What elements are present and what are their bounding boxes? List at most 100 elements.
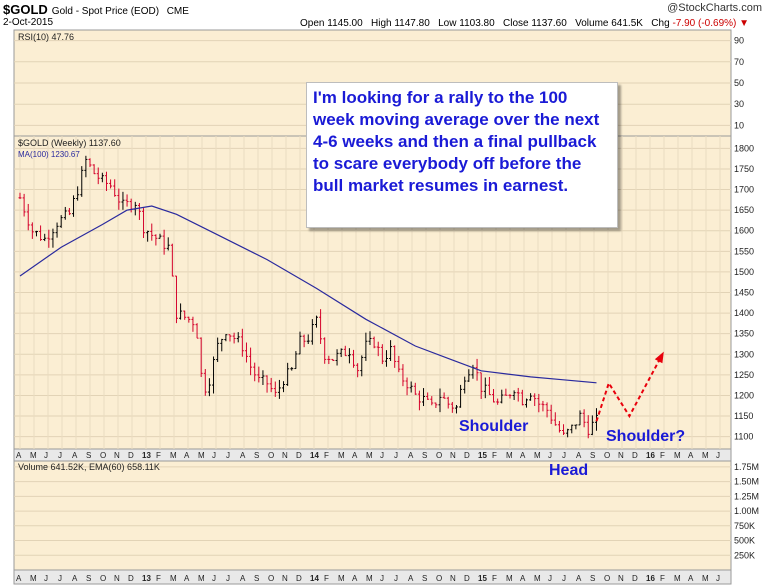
price-bar — [117, 188, 121, 210]
price-bar — [203, 369, 207, 396]
x-tick-label: M — [366, 451, 373, 460]
price-tick-label: 1350 — [734, 329, 754, 339]
price-bar — [335, 349, 339, 366]
x-tick-label: D — [464, 574, 470, 583]
price-bar — [389, 340, 393, 361]
x-tick-label: J — [212, 574, 216, 583]
price-bar — [347, 348, 351, 364]
price-bar — [537, 393, 541, 413]
rsi-tick-label: 70 — [734, 57, 744, 67]
price-bar — [314, 315, 318, 328]
price-bar — [232, 332, 236, 344]
x-tick-label: N — [282, 574, 288, 583]
x-tick-label: D — [632, 574, 638, 583]
price-bar — [236, 332, 240, 343]
price-bar — [331, 358, 335, 362]
price-bar — [174, 275, 178, 324]
rsi-tick-label: 90 — [734, 36, 744, 46]
price-bar — [100, 172, 104, 183]
x-tick-label: S — [254, 451, 259, 460]
price-bar — [430, 396, 434, 406]
price-bar — [113, 179, 117, 197]
x-tick-label: O — [604, 574, 610, 583]
price-tick-label: 1300 — [734, 349, 754, 359]
x-tick-label: A — [576, 574, 582, 583]
x-tick-label: O — [436, 451, 442, 460]
price-bar — [306, 334, 310, 345]
price-bar — [409, 381, 413, 393]
price-bar — [545, 402, 549, 418]
price-bar — [216, 337, 220, 362]
price-tick-label: 1650 — [734, 205, 754, 215]
x-tick-label: O — [100, 451, 106, 460]
price-bar — [327, 355, 331, 365]
price-bar — [39, 225, 43, 241]
price-bar — [352, 349, 356, 368]
price-bar — [34, 230, 38, 237]
x-tick-label: J — [562, 451, 566, 460]
x-tick-label: A — [184, 574, 190, 583]
price-bar — [516, 387, 520, 402]
price-bar — [109, 179, 113, 189]
price-bar — [26, 203, 30, 231]
ma100-line — [19, 205, 597, 384]
price-bar — [557, 420, 561, 433]
price-bar — [356, 363, 360, 378]
price-bar — [154, 234, 158, 246]
x-tick-label: F — [492, 451, 497, 460]
price-bar — [434, 402, 438, 408]
price-bar — [380, 344, 384, 365]
x-tick-label: M — [198, 451, 205, 460]
x-tick-label: M — [534, 574, 541, 583]
x-tick-label: M — [170, 451, 177, 460]
price-bar — [496, 398, 500, 405]
x-tick-label: S — [86, 574, 91, 583]
volume-panel — [13, 460, 732, 571]
price-tick-label: 1800 — [734, 143, 754, 153]
x-tick-label: D — [128, 574, 134, 583]
x-tick-label: A — [408, 451, 414, 460]
price-bar — [92, 164, 96, 175]
price-bar — [183, 310, 187, 320]
price-bar — [483, 377, 487, 399]
price-bar — [273, 381, 277, 397]
price-bar — [240, 328, 244, 357]
price-bar — [500, 389, 504, 404]
x-tick-label: A — [576, 451, 582, 460]
price-bar — [179, 303, 183, 320]
price-tick-label: 1150 — [734, 411, 753, 421]
price-bar — [224, 334, 228, 342]
close-label: Close — [503, 18, 529, 29]
x-tick-label: J — [394, 451, 398, 460]
price-bar — [586, 415, 590, 439]
x-tick-label: A — [16, 574, 22, 583]
x-tick-label: N — [618, 451, 624, 460]
price-bar — [562, 424, 566, 436]
head-label: Head — [549, 462, 589, 479]
x-tick-label: 16 — [646, 451, 655, 460]
x-tick-label: J — [380, 574, 384, 583]
x-tick-label: M — [170, 574, 177, 583]
volume-value: 641.5K — [611, 18, 643, 29]
x-tick-label: A — [184, 451, 190, 460]
x-tick-label: 14 — [310, 451, 319, 460]
price-bar — [590, 415, 594, 436]
x-tick-label: D — [632, 451, 638, 460]
x-tick-label: F — [492, 574, 497, 583]
price-bar — [339, 348, 343, 358]
x-tick-label: O — [436, 574, 442, 583]
price-bar — [524, 398, 528, 408]
ohlc-readout: Open 1145.00 High 1147.80 Low 1103.80 Cl… — [300, 18, 749, 29]
price-bar — [228, 334, 232, 342]
down-triangle-icon: ▼ — [739, 18, 750, 29]
x-tick-label: N — [114, 451, 120, 460]
x-tick-label: S — [590, 451, 595, 460]
price-bar — [298, 331, 302, 355]
price-bar — [570, 424, 574, 434]
x-tick-label: M — [702, 574, 709, 583]
shoulder-left-label: Shoulder — [459, 418, 529, 435]
price-bar — [360, 355, 364, 377]
price-bar — [220, 338, 224, 352]
price-bar — [187, 316, 191, 323]
x-tick-label: A — [688, 451, 694, 460]
